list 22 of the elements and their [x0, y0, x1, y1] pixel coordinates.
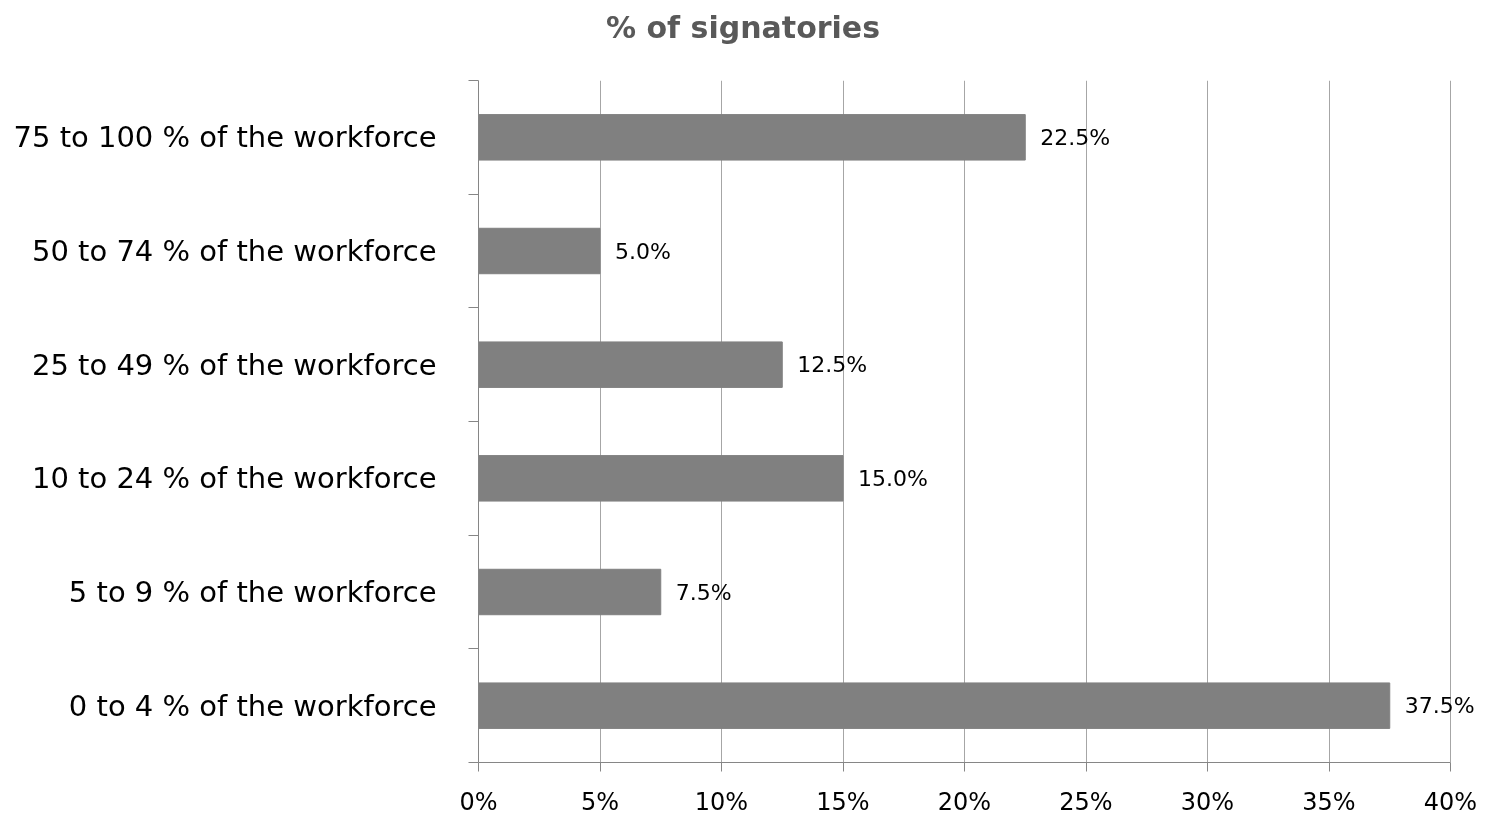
y-tick-label: 5 to 9 % of the workforce	[68, 575, 437, 609]
x-tick-label: 35%	[1302, 787, 1356, 816]
chart-title: % of signatories	[605, 9, 881, 47]
x-tick-label: 10%	[694, 787, 749, 816]
x-tick-label: 30%	[1180, 787, 1235, 816]
y-tick-label: 0 to 4 % of the workforce	[68, 688, 437, 723]
data-label: 15.0%	[858, 465, 928, 491]
y-tick-label: 10 to 24 % of the workforce	[31, 461, 437, 496]
data-label: 22.5%	[1040, 124, 1111, 150]
x-tick-label: 15%	[816, 787, 870, 816]
data-label: 12.5%	[797, 352, 868, 378]
y-tick-label: 25 to 49 % of the workforce	[31, 347, 437, 382]
data-label: 7.5%	[675, 579, 732, 605]
data-label: 37.5%	[1404, 693, 1475, 719]
x-tick-label: 40%	[1423, 787, 1478, 816]
x-tick-label: 20%	[937, 787, 992, 816]
x-tick-label: 5%	[580, 787, 620, 816]
x-tick-label: 0%	[459, 787, 498, 816]
y-tick-label: 75 to 100 % of the workforce	[13, 120, 437, 155]
x-tick-label: 25%	[1059, 787, 1113, 816]
data-label: 5.0%	[615, 238, 671, 264]
y-tick-label: 50 to 74 % of the workforce	[31, 234, 437, 268]
